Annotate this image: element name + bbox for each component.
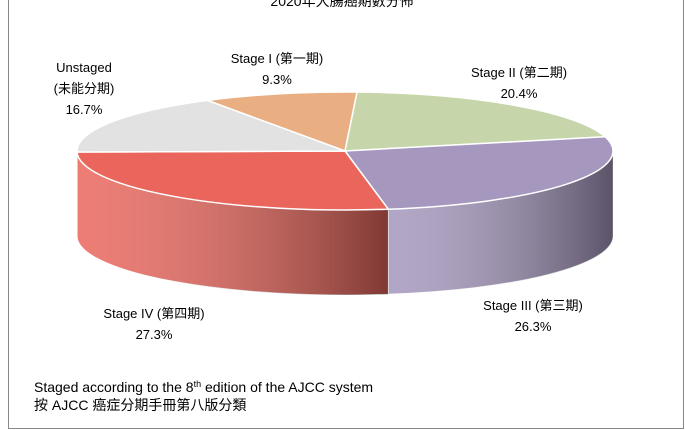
footnote-text: Staged according to the 8 — [34, 379, 194, 395]
value-label: 16.7% — [65, 102, 103, 117]
pie-slice — [76, 150, 390, 211]
chart-title: 2020年大腸癌期數分佈 — [270, 0, 414, 9]
slice-label: Stage II (第二期) — [470, 65, 568, 80]
footnote-line: 按 AJCC 癌症分期手冊第八版分類 — [34, 397, 247, 413]
pie-slice — [344, 91, 607, 152]
value-label: 20.4% — [500, 86, 538, 101]
footnote-line: Staged according to the 8th edition of t… — [34, 378, 373, 396]
value-label: 26.3% — [514, 319, 552, 334]
footnote-sup: th — [193, 379, 202, 389]
pie-slice — [343, 135, 614, 210]
slice-label: Unstaged (未能分期) — [53, 60, 115, 96]
slice-label: Stage I (第一期) — [230, 51, 324, 66]
pie-side-shade — [388, 151, 613, 295]
footnote-text: edition of the AJCC system — [201, 379, 374, 395]
footnote: Staged according to the 8th edition of t… — [34, 378, 373, 414]
value-label: 27.3% — [135, 327, 173, 342]
pie-slice — [76, 99, 346, 153]
slice-label: Stage IV (第四期) — [103, 306, 205, 321]
value-label: 9.3% — [262, 72, 292, 87]
pie-slice — [207, 91, 358, 153]
slice-label: Stage III (第三期) — [483, 298, 583, 313]
pie-side-shade — [77, 152, 389, 295]
frame — [8, 0, 684, 429]
